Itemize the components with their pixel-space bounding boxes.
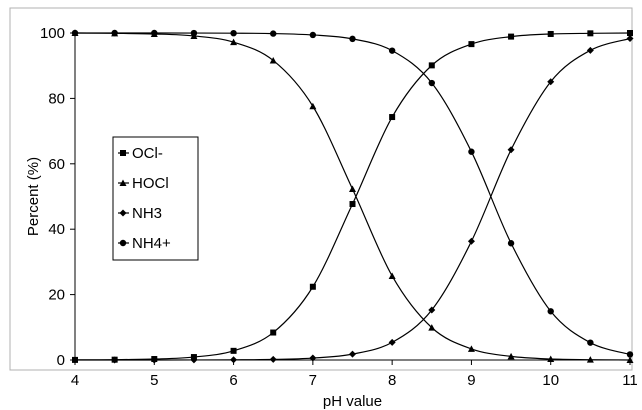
data-point xyxy=(388,47,396,54)
data-point xyxy=(547,308,554,315)
data-point xyxy=(507,352,515,360)
data-point xyxy=(428,306,436,314)
data-point xyxy=(150,356,158,364)
data-point xyxy=(467,345,475,352)
legend-item: HOCl xyxy=(118,175,169,192)
legend-marker xyxy=(120,150,126,156)
legend-label: NH4+ xyxy=(132,235,171,252)
data-point xyxy=(111,29,118,37)
data-point xyxy=(309,102,317,110)
data-point xyxy=(547,355,555,363)
data-point xyxy=(586,46,594,54)
data-point xyxy=(626,35,634,43)
data-point xyxy=(507,146,515,154)
y-tick-label: 100 xyxy=(40,25,65,42)
legend-marker xyxy=(119,179,127,186)
data-point xyxy=(388,272,396,279)
data-point xyxy=(71,29,79,37)
y-axis-title: Percent (%) xyxy=(25,157,42,236)
x-tick-label: 10 xyxy=(542,372,559,389)
data-point xyxy=(547,78,555,86)
data-point xyxy=(428,324,436,331)
legend-label: NH3 xyxy=(132,205,162,222)
y-tick-label: 60 xyxy=(48,156,65,173)
legend-item: NH3 xyxy=(118,205,162,222)
x-tick-label: 9 xyxy=(467,372,475,389)
data-point xyxy=(190,29,198,37)
data-point xyxy=(270,329,277,336)
data-point xyxy=(388,338,396,346)
data-point xyxy=(349,201,356,208)
series-line xyxy=(75,32,631,356)
x-tick-label: 7 xyxy=(309,372,317,389)
data-point xyxy=(190,356,198,364)
legend-label: OCl- xyxy=(132,145,163,162)
data-point xyxy=(309,283,316,290)
axes: 0 20 40 60 80 100 4 5 6 7 8 9 10 11 xyxy=(40,25,638,389)
x-tick-label: 8 xyxy=(388,372,396,389)
data-point xyxy=(468,41,475,48)
data-point xyxy=(270,30,277,37)
data-point xyxy=(627,30,633,36)
x-tick-label: 5 xyxy=(150,372,158,389)
legend-marker xyxy=(119,239,127,247)
data-point xyxy=(269,56,277,64)
data-point xyxy=(428,62,435,69)
data-point xyxy=(508,33,515,40)
data-point xyxy=(349,35,356,43)
data-point xyxy=(309,31,317,39)
y-tick-label: 0 xyxy=(57,352,65,369)
data-point xyxy=(349,350,356,358)
data-point xyxy=(467,237,475,245)
x-axis-title: pH value xyxy=(323,393,382,410)
data-point xyxy=(230,29,237,37)
data-point xyxy=(626,351,634,358)
series-line xyxy=(75,37,631,361)
data-point xyxy=(428,79,435,87)
data-point xyxy=(507,240,515,247)
legend-box xyxy=(112,136,199,261)
data-point xyxy=(230,356,238,364)
series-nh4- xyxy=(71,29,634,358)
y-tick-label: 20 xyxy=(48,287,65,304)
data-point xyxy=(586,356,594,363)
data-point xyxy=(626,356,634,363)
legend-item: NH4+ xyxy=(118,235,171,252)
data-point xyxy=(468,148,475,155)
x-tick-label: 11 xyxy=(622,372,638,389)
legend-marker xyxy=(119,209,127,217)
data-point xyxy=(587,30,594,37)
data-point xyxy=(389,114,396,121)
plot-area xyxy=(9,7,633,371)
legend-item: OCl- xyxy=(118,145,163,162)
data-point xyxy=(587,339,594,346)
data-point xyxy=(151,29,158,37)
x-tick-label: 4 xyxy=(71,372,79,389)
data-point xyxy=(349,185,356,192)
data-point xyxy=(547,30,554,37)
data-point xyxy=(230,38,238,46)
legend: OCl- HOCl NH3 NH4+ xyxy=(112,136,199,261)
x-tick-label: 6 xyxy=(229,372,237,389)
data-point xyxy=(230,347,237,354)
data-point xyxy=(269,355,277,363)
legend-label: HOCl xyxy=(132,175,169,192)
data-point xyxy=(111,356,119,364)
y-tick-label: 80 xyxy=(48,90,65,107)
data-point xyxy=(309,354,317,362)
series-nh3 xyxy=(71,35,634,364)
y-tick-label: 40 xyxy=(48,221,65,238)
data-point xyxy=(71,356,79,364)
series-layer xyxy=(71,29,634,364)
